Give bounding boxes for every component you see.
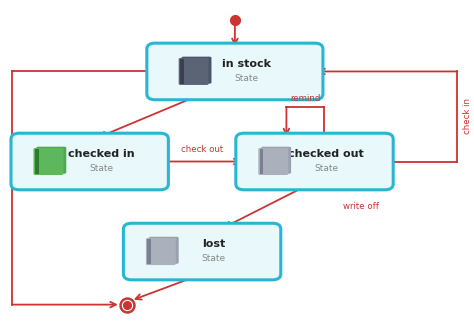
FancyBboxPatch shape (182, 57, 211, 84)
Text: State: State (235, 74, 259, 83)
FancyBboxPatch shape (179, 58, 209, 85)
FancyBboxPatch shape (261, 147, 291, 174)
Text: checked in: checked in (68, 150, 135, 160)
Text: in stock: in stock (222, 59, 271, 69)
FancyBboxPatch shape (180, 59, 184, 84)
FancyBboxPatch shape (123, 223, 281, 280)
Text: lost: lost (202, 239, 226, 249)
Text: checked out: checked out (288, 150, 364, 160)
Text: check in: check in (463, 99, 472, 134)
Text: write off: write off (343, 202, 379, 211)
FancyBboxPatch shape (236, 133, 393, 190)
FancyBboxPatch shape (149, 237, 179, 264)
FancyBboxPatch shape (11, 133, 168, 190)
FancyBboxPatch shape (258, 148, 288, 175)
Text: remind: remind (290, 94, 320, 103)
Text: State: State (202, 254, 226, 263)
FancyBboxPatch shape (35, 149, 39, 174)
Text: check out: check out (181, 145, 223, 154)
Text: State: State (314, 164, 338, 173)
Text: State: State (89, 164, 113, 173)
FancyBboxPatch shape (147, 43, 323, 100)
FancyBboxPatch shape (36, 147, 66, 174)
FancyBboxPatch shape (260, 149, 264, 174)
FancyBboxPatch shape (146, 238, 176, 265)
FancyBboxPatch shape (34, 148, 64, 175)
FancyBboxPatch shape (147, 239, 151, 264)
